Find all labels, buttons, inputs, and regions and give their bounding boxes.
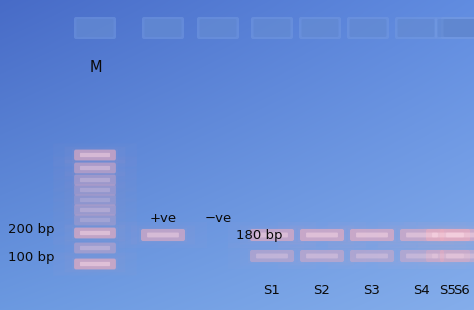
FancyBboxPatch shape [444, 19, 474, 37]
Text: 100 bp: 100 bp [8, 251, 55, 264]
Text: 200 bp: 200 bp [8, 224, 55, 237]
Text: 180 bp: 180 bp [236, 228, 283, 241]
FancyBboxPatch shape [306, 254, 338, 259]
FancyBboxPatch shape [254, 19, 291, 37]
FancyBboxPatch shape [74, 205, 116, 215]
FancyBboxPatch shape [350, 229, 394, 241]
Text: S5: S5 [439, 284, 456, 296]
FancyBboxPatch shape [74, 195, 116, 206]
FancyBboxPatch shape [298, 228, 346, 242]
FancyBboxPatch shape [72, 149, 118, 161]
FancyBboxPatch shape [349, 19, 386, 37]
FancyBboxPatch shape [432, 254, 464, 259]
FancyBboxPatch shape [200, 19, 237, 37]
FancyBboxPatch shape [80, 178, 110, 182]
FancyBboxPatch shape [74, 215, 116, 225]
FancyBboxPatch shape [74, 175, 116, 185]
FancyBboxPatch shape [406, 254, 438, 259]
FancyBboxPatch shape [80, 198, 110, 202]
FancyBboxPatch shape [74, 228, 116, 238]
FancyBboxPatch shape [299, 17, 341, 39]
FancyBboxPatch shape [347, 17, 389, 39]
FancyBboxPatch shape [435, 17, 474, 39]
FancyBboxPatch shape [446, 254, 474, 259]
FancyBboxPatch shape [80, 218, 110, 222]
FancyBboxPatch shape [400, 250, 444, 262]
FancyBboxPatch shape [74, 184, 116, 195]
FancyBboxPatch shape [250, 250, 294, 262]
FancyBboxPatch shape [350, 250, 394, 262]
FancyBboxPatch shape [72, 227, 118, 239]
FancyBboxPatch shape [80, 246, 110, 250]
Text: S6: S6 [454, 284, 470, 296]
FancyBboxPatch shape [446, 232, 474, 237]
FancyBboxPatch shape [438, 228, 474, 242]
FancyBboxPatch shape [80, 166, 110, 170]
FancyBboxPatch shape [395, 17, 437, 39]
FancyBboxPatch shape [400, 229, 444, 241]
FancyBboxPatch shape [142, 17, 184, 39]
FancyBboxPatch shape [74, 259, 116, 269]
FancyBboxPatch shape [74, 17, 116, 39]
Text: S2: S2 [314, 284, 330, 296]
FancyBboxPatch shape [440, 250, 474, 262]
FancyBboxPatch shape [356, 254, 388, 259]
Text: S4: S4 [414, 284, 430, 296]
FancyBboxPatch shape [80, 208, 110, 212]
FancyBboxPatch shape [426, 229, 470, 241]
FancyBboxPatch shape [348, 228, 396, 242]
FancyBboxPatch shape [248, 228, 296, 242]
FancyBboxPatch shape [74, 163, 116, 173]
FancyBboxPatch shape [406, 232, 438, 237]
FancyBboxPatch shape [426, 250, 470, 262]
FancyBboxPatch shape [440, 229, 474, 241]
FancyBboxPatch shape [72, 258, 118, 270]
FancyBboxPatch shape [80, 231, 110, 235]
FancyBboxPatch shape [438, 19, 474, 37]
FancyBboxPatch shape [250, 229, 294, 241]
FancyBboxPatch shape [424, 228, 472, 242]
FancyBboxPatch shape [256, 254, 288, 259]
Text: S3: S3 [364, 284, 381, 296]
FancyBboxPatch shape [80, 153, 110, 157]
FancyBboxPatch shape [300, 229, 344, 241]
FancyBboxPatch shape [398, 19, 435, 37]
FancyBboxPatch shape [300, 250, 344, 262]
FancyBboxPatch shape [197, 17, 239, 39]
FancyBboxPatch shape [74, 150, 116, 160]
FancyBboxPatch shape [356, 232, 388, 237]
FancyBboxPatch shape [256, 232, 288, 237]
FancyBboxPatch shape [441, 17, 474, 39]
FancyBboxPatch shape [432, 232, 464, 237]
FancyBboxPatch shape [251, 17, 293, 39]
FancyBboxPatch shape [141, 229, 185, 241]
FancyBboxPatch shape [76, 19, 113, 37]
FancyBboxPatch shape [74, 243, 116, 253]
FancyBboxPatch shape [301, 19, 338, 37]
Text: +ve: +ve [149, 211, 176, 224]
Text: S1: S1 [264, 284, 281, 296]
FancyBboxPatch shape [80, 262, 110, 266]
FancyBboxPatch shape [147, 232, 179, 237]
Text: M: M [90, 60, 102, 76]
FancyBboxPatch shape [145, 19, 182, 37]
FancyBboxPatch shape [80, 188, 110, 192]
Text: −ve: −ve [204, 211, 232, 224]
FancyBboxPatch shape [306, 232, 338, 237]
